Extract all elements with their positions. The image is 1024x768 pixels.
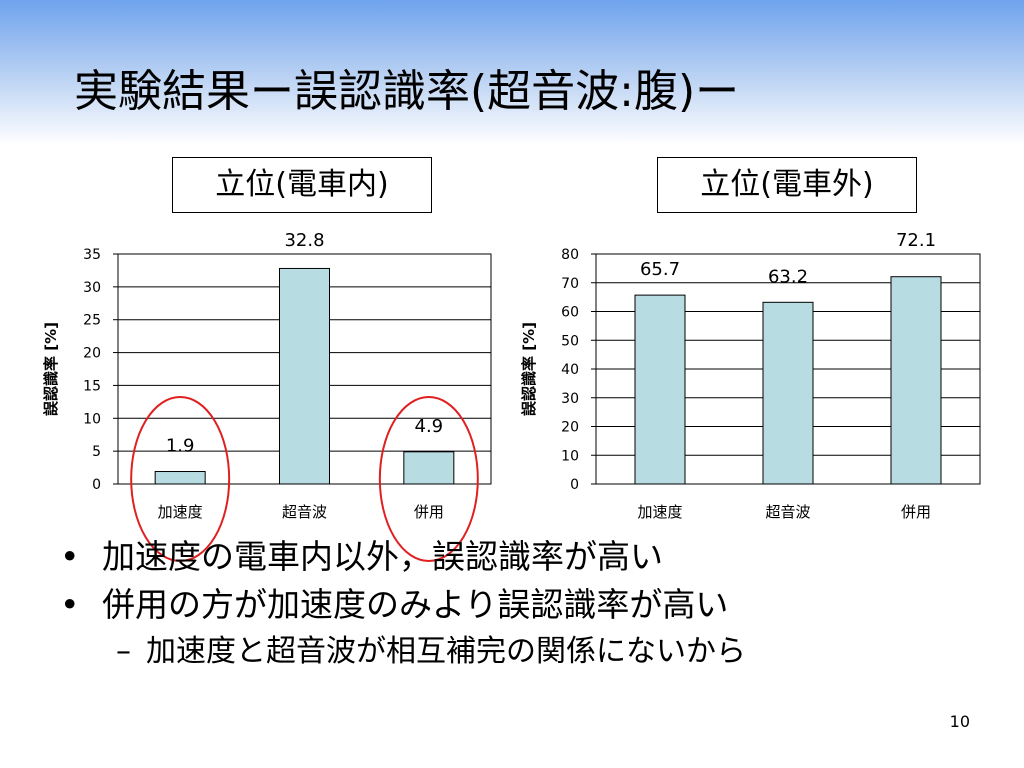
y-tick-label-right: 10	[561, 448, 579, 464]
data-label-left: 32.8	[284, 230, 324, 251]
bar-right	[762, 301, 814, 485]
slide-title: 実験結果ー誤認識率(超音波:腹)ー	[74, 66, 740, 117]
data-label-right: 63.2	[768, 266, 808, 287]
y-axis-label-right: 誤認識率 [%]	[520, 322, 538, 416]
sub-bullet-marker: –	[116, 634, 131, 669]
bullet-item: • 併用の方が加速度のみより誤認識率が高い	[60, 583, 990, 631]
y-tick-label-left: 5	[92, 444, 101, 460]
y-tick-label-left: 20	[83, 346, 101, 362]
y-axis-label-left: 誤認識率 [%]	[42, 322, 60, 416]
y-tick-label-right: 80	[561, 247, 579, 263]
page-number: 10	[949, 712, 970, 731]
sub-bullet-item: – 加速度と超音波が相互補完の関係にないから	[60, 631, 990, 679]
category-label-left: 加速度	[158, 503, 203, 521]
bar-left	[154, 471, 206, 485]
data-label-left: 4.9	[415, 416, 444, 437]
y-tick-label-right: 20	[561, 420, 579, 436]
y-tick-label-left: 10	[83, 411, 101, 427]
data-label-left: 1.9	[166, 436, 195, 457]
y-tick-label-right: 40	[561, 362, 579, 378]
bar-left	[279, 267, 330, 485]
category-label-left: 超音波	[282, 503, 327, 521]
bar-left	[403, 451, 455, 485]
highlight-circle-left	[378, 396, 479, 562]
chart-right-title: 立位(電車外)	[657, 157, 917, 213]
y-tick-label-right: 50	[561, 333, 579, 349]
y-tick-label-left: 35	[83, 247, 101, 263]
bullet-dot-icon: •	[60, 537, 80, 576]
y-tick-label-left: 30	[83, 280, 101, 296]
y-tick-label-left: 0	[92, 477, 101, 493]
y-tick-label-right: 30	[561, 391, 579, 407]
data-label-right: 72.1	[896, 230, 936, 251]
y-tick-label-left: 15	[83, 378, 101, 394]
bullet-dot-icon: •	[60, 585, 80, 624]
bar-right	[890, 276, 942, 485]
data-label-right: 65.7	[640, 259, 680, 280]
category-label-right: 併用	[901, 503, 931, 521]
category-label-left: 併用	[414, 503, 444, 521]
bullet-list: • 加速度の電車内以外，誤認識率が高い • 併用の方が加速度のみより誤認識率が高…	[60, 535, 990, 679]
y-tick-label-right: 0	[570, 477, 579, 493]
title-band	[0, 0, 1024, 143]
highlight-circle-left	[130, 396, 231, 562]
bullet-item: • 加速度の電車内以外，誤認識率が高い	[60, 535, 990, 583]
bar-right	[634, 294, 686, 485]
chart-left-title: 立位(電車内)	[172, 157, 432, 213]
y-tick-label-left: 25	[83, 313, 101, 329]
category-label-right: 加速度	[637, 503, 682, 521]
bullet-text: 加速度の電車内以外，誤認識率が高い	[102, 537, 663, 576]
sub-bullet-text: 加速度と超音波が相互補完の関係にないから	[146, 634, 746, 669]
category-label-right: 超音波	[765, 503, 810, 521]
y-tick-label-right: 60	[561, 305, 579, 321]
y-tick-label-right: 70	[561, 276, 579, 292]
bullet-text: 併用の方が加速度のみより誤認識率が高い	[102, 585, 729, 624]
